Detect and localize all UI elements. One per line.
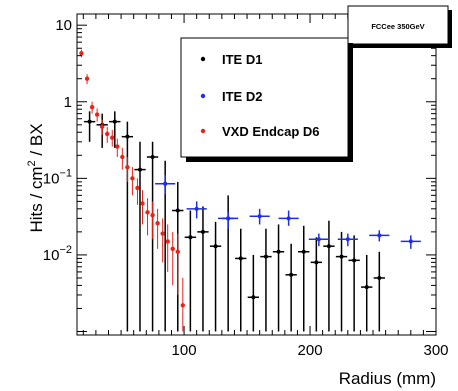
series-ite-d2 <box>155 175 421 249</box>
y-tick-label-base: 1 <box>64 94 72 111</box>
y-axis-title-suffix: / BX <box>27 123 46 160</box>
y-tick-label-base: 10 <box>55 17 72 34</box>
data-point <box>175 208 180 213</box>
data-point <box>301 249 306 254</box>
y-axis-title-prefix: Hits / cm <box>27 166 46 232</box>
data-point <box>251 295 256 300</box>
data-point <box>145 210 150 215</box>
data-point <box>238 256 243 261</box>
data-point <box>89 104 95 110</box>
data-point <box>120 154 125 160</box>
data-point <box>326 244 331 249</box>
data-point <box>150 213 155 218</box>
data-point <box>110 135 115 140</box>
data-point <box>345 237 350 242</box>
data-point <box>226 216 231 221</box>
data-point <box>200 229 205 234</box>
legend-label-ite-d1: ITE D1 <box>222 52 262 67</box>
data-point <box>87 119 92 124</box>
data-point <box>286 216 291 221</box>
y-tick-label: 10−1 <box>43 167 72 187</box>
data-point <box>364 285 369 290</box>
y-tick-label: 10 <box>55 17 72 34</box>
x-axis-title: Radius (mm) <box>339 369 436 388</box>
legend: ITE D1 ITE D2 VXD Endcap D6 <box>180 37 353 162</box>
legend-label-vxd-d6: VXD Endcap D6 <box>222 124 320 139</box>
data-point <box>316 237 321 242</box>
y-tick-label-base: 10 <box>43 170 60 187</box>
data-point <box>314 260 319 265</box>
data-point <box>140 201 145 206</box>
energy-tag: FCCee 350GeV <box>347 5 452 48</box>
data-point <box>137 167 142 172</box>
data-point <box>125 164 130 170</box>
data-point <box>289 272 294 277</box>
x-tick-label: 300 <box>423 342 448 359</box>
data-point <box>79 51 84 56</box>
energy-tag-box <box>347 5 449 45</box>
data-point <box>194 206 199 211</box>
y-tick-label-exponent: −2 <box>59 244 72 256</box>
legend-marker-vxd-d6 <box>200 128 206 134</box>
data-layer <box>79 49 421 332</box>
data-point <box>94 112 100 117</box>
data-point <box>105 131 110 137</box>
data-point <box>377 233 382 238</box>
data-point <box>125 134 130 139</box>
legend-marker-ite-d1 <box>200 56 206 62</box>
legend-marker-ite-d2 <box>200 93 206 99</box>
data-point <box>352 258 357 263</box>
x-tick-label: 200 <box>298 342 323 359</box>
data-point <box>130 176 135 181</box>
data-point <box>99 124 105 130</box>
data-point <box>339 254 344 259</box>
data-point <box>257 214 262 219</box>
y-tick-label-exponent: −1 <box>59 167 72 179</box>
data-point <box>155 220 160 226</box>
data-point <box>160 231 165 236</box>
energy-tag-text: FCCee 350GeV <box>371 22 424 31</box>
y-tick-label-base: 10 <box>43 247 60 264</box>
data-point <box>165 239 170 244</box>
data-point <box>150 154 155 159</box>
legend-label-ite-d2: ITE D2 <box>222 89 262 104</box>
series-vxd-endcap-d6 <box>79 49 186 332</box>
data-point <box>135 185 140 191</box>
x-tick-label: 100 <box>172 342 197 359</box>
data-point <box>213 244 218 249</box>
data-point <box>175 249 180 254</box>
data-point <box>112 119 117 124</box>
data-point <box>188 235 193 240</box>
data-point <box>180 303 186 308</box>
data-point <box>276 249 281 254</box>
data-point <box>115 144 120 149</box>
y-axis-title-superscript: 2 <box>26 160 38 166</box>
data-point <box>408 239 413 244</box>
data-point <box>170 246 175 252</box>
data-point <box>163 181 168 186</box>
y-tick-label: 10−2 <box>43 244 72 264</box>
data-point <box>263 254 268 259</box>
y-axis-title: Hits / cm2 / BX <box>26 123 46 232</box>
plot-frame <box>76 13 437 336</box>
legend-box <box>180 37 349 158</box>
data-point <box>377 275 382 280</box>
y-tick-label: 1 <box>64 94 72 111</box>
data-point <box>84 76 90 81</box>
